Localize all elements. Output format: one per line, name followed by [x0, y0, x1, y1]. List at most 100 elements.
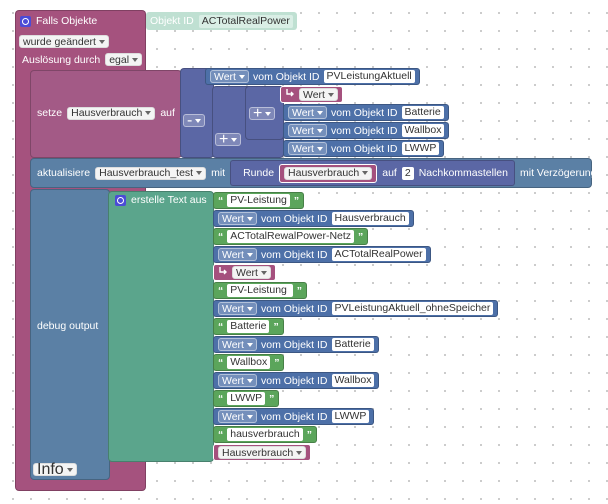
block-icon [20, 15, 31, 27]
dropdown-text: egal [109, 53, 130, 66]
round-block[interactable]: Runde Hausverbrauch auf 2 Nachkommastell… [230, 160, 515, 186]
digits-label: Nachkommastellen [418, 167, 508, 179]
block-label: vom Objekt ID [330, 124, 398, 137]
dropdown[interactable]: Hausverbrauch_test [95, 166, 207, 180]
object-value-block[interactable]: Wert vom Objekt ID Wallbox [213, 372, 380, 389]
dropdown-arrow [238, 74, 245, 79]
dropdown-arrow [98, 39, 105, 44]
variable-block[interactable]: Wert [213, 264, 276, 281]
quote-open: “ [218, 356, 224, 369]
text-block[interactable]: “LWWP” [213, 390, 280, 407]
text-block[interactable]: “PV-Leistung ” [213, 282, 308, 299]
dropdown[interactable]: Hausverbrauch [67, 106, 156, 120]
plus-block[interactable] [245, 86, 284, 140]
dropdown[interactable]: Wert [218, 374, 257, 387]
text-value[interactable]: Batterie [227, 320, 270, 333]
object-id[interactable]: Wallbox [401, 124, 445, 137]
dropdown[interactable]: + [215, 131, 242, 148]
block-label: vom Objekt ID [260, 410, 328, 423]
dropdown-text: + [253, 104, 263, 122]
dropdown-arrow [196, 171, 203, 175]
set-to: auf [160, 107, 175, 119]
dropdown[interactable]: Wert [288, 106, 327, 119]
object-value-block[interactable]: Wert vom Objekt ID Hausverbrauch [213, 210, 414, 227]
object-value-block[interactable]: Wert vom Objekt ID Batterie [283, 104, 449, 121]
text-block[interactable]: “ACTotalRewalPower-Netz” [213, 228, 369, 245]
dropdown[interactable]: egal [105, 53, 143, 66]
object-id[interactable]: LWWP [331, 410, 370, 423]
dropdown-text: Wert [222, 410, 244, 423]
text-block[interactable]: “Batterie” [213, 318, 284, 335]
dropdown-text: Hausverbrauch [288, 167, 360, 179]
block-label: vom Objekt ID [260, 248, 328, 261]
join-header: erstelle Text aus [115, 193, 207, 207]
return-icon [218, 266, 228, 279]
object-value-block[interactable]: Wert vom Objekt ID PVLeistungAktuell [205, 68, 420, 85]
digits[interactable]: 2 [401, 166, 414, 180]
dropdown[interactable]: Wert [288, 142, 327, 155]
quote-close: ” [273, 320, 279, 333]
quote-open: “ [218, 320, 224, 333]
dropdown[interactable]: + [249, 104, 276, 122]
block-label: vom Objekt ID [260, 374, 328, 387]
object-id[interactable]: PVLeistungAktuell_ohneSpeicher [331, 302, 494, 315]
dropdown[interactable]: Wert [232, 266, 271, 279]
dropdown[interactable]: Info [33, 461, 77, 478]
variable-block[interactable]: Wert [280, 86, 343, 103]
object-id[interactable]: Batterie [331, 338, 374, 351]
text-block[interactable]: “PV-Leistung” [213, 192, 305, 209]
object-value-block[interactable]: Wert vom Objekt ID Batterie [213, 336, 379, 353]
object-value-block[interactable]: Wert vom Objekt ID LWWP [283, 140, 445, 157]
dropdown[interactable]: Wert [218, 338, 257, 351]
dropdown[interactable]: Wert [299, 88, 338, 101]
block-label: vom Objekt ID [260, 338, 328, 351]
text-value[interactable]: ACTotalRewalPower-Netz [227, 230, 355, 243]
dropdown[interactable]: Wert [218, 248, 257, 261]
dropdown[interactable]: wurde geändert [19, 35, 109, 48]
object-id[interactable]: Hausverbrauch [331, 212, 409, 225]
dropdown[interactable]: Wert [218, 212, 257, 225]
dropdown[interactable]: Wert [218, 302, 257, 315]
text-value[interactable]: PV-Leistung [227, 194, 290, 207]
dropdown-arrow [246, 378, 253, 383]
object-id[interactable]: LWWP [401, 142, 440, 155]
object-id[interactable]: Wallbox [331, 374, 375, 387]
text-value[interactable]: hausverbrauch [227, 428, 303, 441]
object-id[interactable]: PVLeistungAktuell [323, 70, 415, 83]
object-id[interactable]: Batterie [401, 106, 444, 119]
round-label: Runde [243, 167, 275, 179]
debug-block[interactable] [30, 189, 110, 480]
text-block[interactable]: “Wallbox” [213, 354, 285, 371]
dropdown-arrow [316, 128, 323, 133]
join-block[interactable] [108, 191, 214, 462]
dropdown[interactable]: Wert [218, 410, 257, 423]
dropdown[interactable]: - [183, 112, 206, 129]
object-value-block[interactable]: Wert vom Objekt ID Wallbox [283, 122, 450, 139]
dropdown-arrow [231, 137, 238, 142]
text-block[interactable]: “hausverbrauch” [213, 426, 317, 443]
text-value[interactable]: Wallbox [227, 356, 271, 369]
dropdown-arrow [246, 414, 253, 419]
variable-block[interactable]: Hausverbrauch [279, 163, 378, 183]
dropdown[interactable]: Hausverbrauch [284, 166, 373, 180]
set-label: setze [37, 107, 63, 119]
dropdown-arrow [296, 450, 303, 455]
quote-close: ” [296, 284, 303, 297]
trigger-row: Auslösung durch egal [22, 52, 143, 67]
object-id[interactable]: ACTotalRealPower [198, 14, 293, 28]
dropdown[interactable]: Wert [210, 70, 249, 83]
dropdown-text: Wert [236, 266, 258, 279]
object-label: Objekt ID [150, 15, 194, 27]
object-id[interactable]: ACTotalRealPower [331, 248, 426, 261]
dropdown[interactable]: Hausverbrauch [218, 446, 307, 459]
text-value[interactable]: PV-Leistung [227, 284, 293, 297]
variable-block[interactable]: Hausverbrauch [213, 444, 312, 461]
dropdown[interactable]: Wert [288, 124, 327, 137]
update-block[interactable]: aktualisiere Hausverbrauch_test mit Rund… [30, 158, 596, 188]
block-icon [115, 194, 126, 206]
object-value-block[interactable]: Wert vom Objekt ID PVLeistungAktuell_ohneS… [213, 300, 499, 317]
object-id-input: Objekt ID ACTotalRealPower [146, 12, 297, 30]
object-value-block[interactable]: Wert vom Objekt ID LWWP [213, 408, 375, 425]
object-value-block[interactable]: Wert vom Objekt ID ACTotalRealPower [213, 246, 431, 263]
text-value[interactable]: LWWP [227, 392, 266, 405]
